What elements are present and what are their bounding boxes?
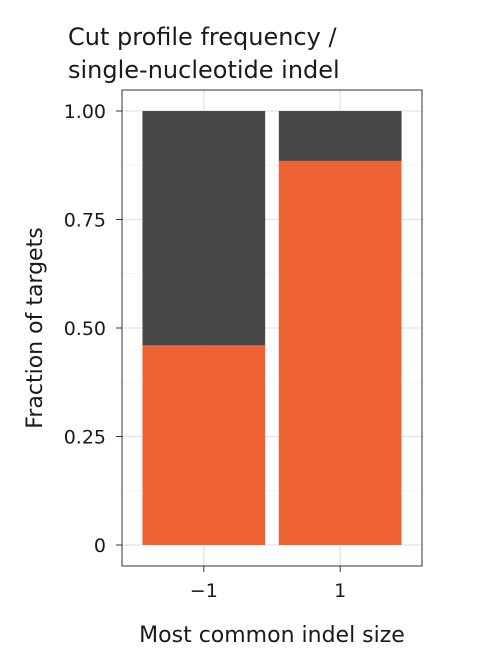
chart-title-line-1: Cut profile frequency / [68,23,337,51]
y-tick-label: 1.00 [64,101,106,123]
y-tick-label: 0.50 [64,318,106,340]
x-tick-label: −1 [190,580,218,602]
bars [142,111,402,545]
y-axis-title: Fraction of targets [23,227,48,428]
y-tick-label: 0.75 [64,210,106,232]
x-axis-title: Most common indel size [139,623,405,648]
bar-segment [142,345,266,545]
y-axis: 0 0.25 0.50 0.75 1.00 [64,101,122,557]
bar-segment [278,111,402,161]
y-tick-label: 0 [94,535,106,557]
chart-title-line-2: single-nucleotide indel [68,56,340,84]
bar-segment [278,160,402,545]
x-axis: −1 1 [190,566,346,602]
x-tick-label: 1 [334,580,346,602]
y-tick-label: 0.25 [64,427,106,449]
bar-segment [142,111,266,346]
